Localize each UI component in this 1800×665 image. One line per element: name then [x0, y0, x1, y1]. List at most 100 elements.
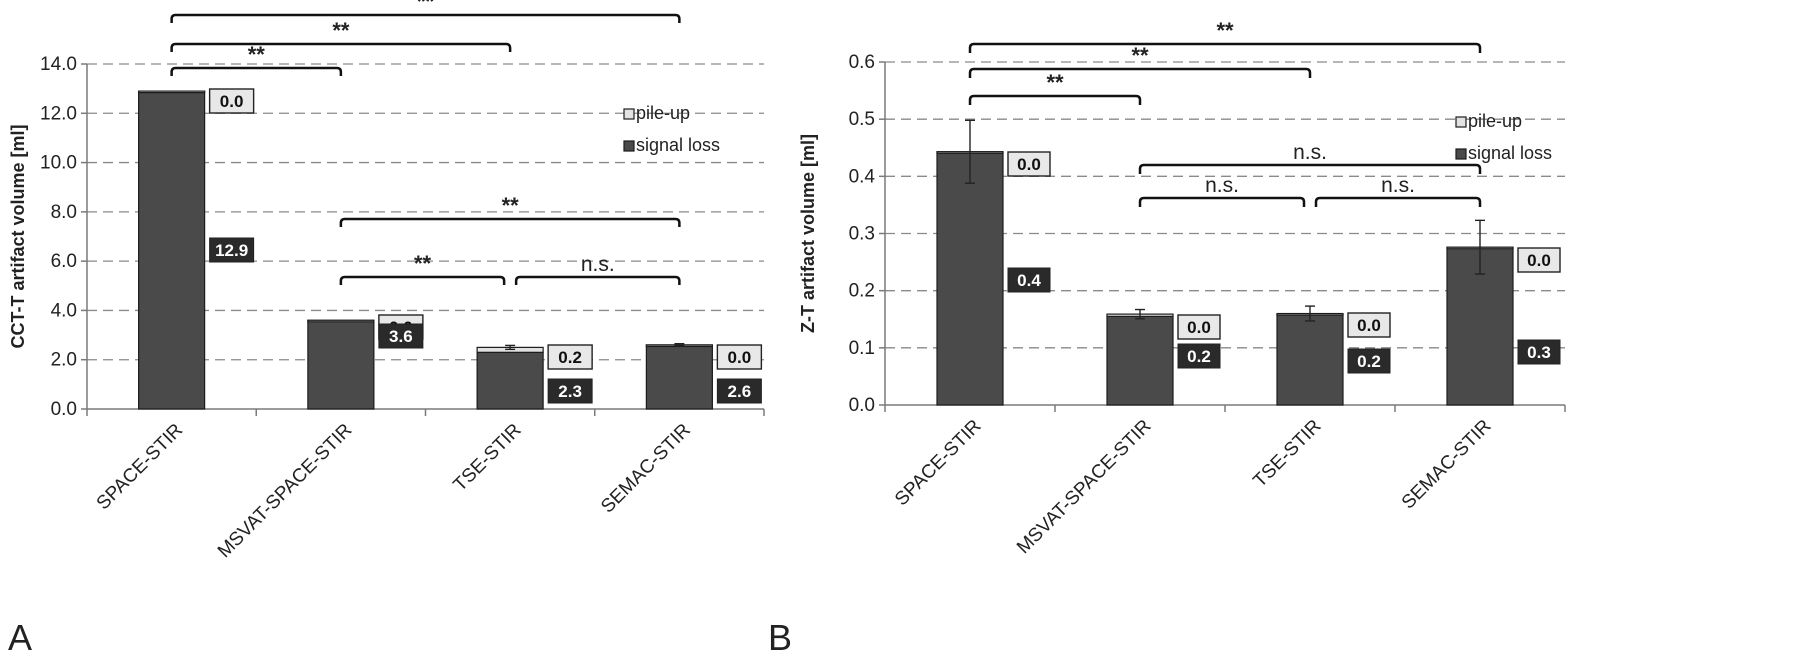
significance-label: n.s.: [1293, 141, 1327, 164]
legend: pile-up signal loss: [1455, 111, 1552, 163]
significance-bracket: [170, 66, 343, 76]
y-tick-label: 0.3: [849, 224, 875, 245]
significance-bracket: [1138, 196, 1306, 207]
data-label-box: [1177, 314, 1221, 340]
y-axis-label: Z-T artifact volume [ml]: [798, 134, 818, 333]
data-label-box: [378, 323, 424, 349]
panel-letter: A: [8, 617, 32, 658]
y-tick-label: 10.0: [40, 153, 77, 174]
data-label-pile-up: 0.0: [728, 348, 752, 367]
data-label-signal-loss: 2.3: [558, 382, 582, 401]
data-label-signal-loss: 12.9: [215, 241, 248, 260]
data-label-box: [1007, 267, 1051, 293]
bar-signal-loss: [645, 344, 713, 410]
bar-signal-loss: [138, 90, 206, 410]
x-tick-label: SPACE-STIR: [891, 416, 985, 510]
y-tick-label: 0.0: [51, 399, 77, 420]
data-label-box: [209, 237, 255, 263]
y-tick-label: 4.0: [51, 300, 77, 321]
bar-signal-loss: [476, 351, 544, 410]
significance-bracket: [968, 42, 1482, 53]
significance-label: n.s.: [1205, 174, 1239, 197]
x-tick-label: SEMAC-STIR: [1398, 416, 1496, 514]
data-label-box: [547, 378, 593, 404]
y-tick-label: 0.5: [849, 109, 875, 130]
legend-swatch: [1455, 148, 1467, 160]
y-tick-label: 2.0: [51, 350, 77, 371]
bar-pile-up: [138, 90, 206, 94]
significance-label: **: [1046, 70, 1064, 95]
data-label-box: [547, 344, 593, 370]
significance-label: n.s.: [581, 253, 615, 276]
significance-label: **: [1131, 43, 1149, 68]
y-tick-label: 0.4: [849, 166, 876, 187]
y-tick-label: 0.0: [849, 395, 875, 416]
data-label-box: [1517, 247, 1561, 273]
data-label-signal-loss: 0.3: [1527, 343, 1551, 362]
bar-pile-up: [307, 319, 375, 323]
data-label-signal-loss: 0.4: [1017, 271, 1041, 290]
data-label-box: [1347, 348, 1391, 374]
legend-label: pile-up: [1468, 111, 1522, 131]
significance-bracket: [170, 13, 681, 23]
data-label-signal-loss: 2.6: [728, 382, 752, 401]
bar-signal-loss: [1276, 314, 1344, 406]
y-tick-label: 14.0: [40, 54, 77, 75]
legend-label: signal loss: [1468, 143, 1552, 163]
legend-swatch: [623, 108, 635, 120]
panel-a-chart: 0.0 2.0 4.0 6.0 8.0 10.0 12.0 14.0 CCT-T artifac…: [8, 0, 765, 658]
significance-bracket: [170, 42, 512, 52]
significance-bracket: [968, 67, 1312, 78]
significance-label: n.s.: [1381, 174, 1415, 197]
data-label-box: [1177, 343, 1221, 369]
x-tick-label: MSVAT-SPACE-STIR: [214, 420, 357, 563]
data-label-box: [716, 344, 763, 370]
significance-label: **: [248, 42, 266, 67]
x-tick-label: SEMAC-STIR: [597, 420, 695, 518]
bar-signal-loss: [936, 151, 1004, 406]
x-tick-label: SPACE-STIR: [93, 420, 187, 514]
legend: pile-up signal loss: [623, 103, 720, 155]
significance-label: **: [414, 251, 432, 276]
x-tick-label: TSE-STIR: [1249, 416, 1325, 492]
bar-signal-loss: [1106, 315, 1174, 406]
panel-letter: B: [768, 617, 792, 658]
bar-signal-loss: [307, 319, 375, 410]
y-tick-label: 6.0: [51, 251, 77, 272]
y-tick-label: 12.0: [40, 103, 77, 124]
data-label-pile-up: 0.2: [558, 348, 582, 367]
data-label-pile-up: 0.0: [1017, 155, 1041, 174]
y-tick-label: 0.2: [849, 281, 875, 302]
x-tick-label: TSE-STIR: [450, 420, 526, 496]
significance-bracket: [1138, 163, 1482, 174]
y-tick-label: 0.1: [849, 338, 875, 359]
legend-swatch: [1455, 116, 1467, 128]
significance-bracket: [968, 94, 1142, 105]
data-label-box: [208, 88, 255, 114]
significance-label: **: [502, 193, 520, 218]
data-label-signal-loss: 3.6: [389, 327, 413, 346]
y-tick-label: 0.6: [849, 52, 875, 73]
significance-label: **: [1216, 18, 1234, 43]
data-label-box: [1007, 151, 1051, 177]
legend-label: pile-up: [636, 103, 690, 123]
data-label-pile-up: 0.0: [1527, 251, 1551, 270]
significance-bracket: [339, 275, 506, 285]
significance-bracket: [1314, 196, 1482, 207]
data-label-box: [1517, 339, 1561, 365]
data-label-pile-up: 0.0: [1187, 318, 1211, 337]
data-label-pile-up: 0.0: [220, 92, 244, 111]
panel-b-chart: 0.0 0.1 0.2 0.3 0.4 0.5 0.6 Z-T artifact volume…: [768, 18, 1566, 658]
significance-bracket: [514, 275, 681, 285]
y-tick-label: 8.0: [51, 202, 77, 223]
legend-swatch: [623, 140, 635, 152]
data-label-box: [716, 378, 762, 404]
x-tick-label: MSVAT-SPACE-STIR: [1013, 416, 1156, 559]
data-label-pile-up: 0.0: [1357, 316, 1381, 335]
data-label-signal-loss: 0.2: [1187, 347, 1211, 366]
significance-bracket: [339, 217, 681, 227]
significance-label: **: [332, 18, 350, 43]
y-axis-label: CCT-T artifact volume [ml]: [8, 124, 28, 348]
legend-label: signal loss: [636, 135, 720, 155]
